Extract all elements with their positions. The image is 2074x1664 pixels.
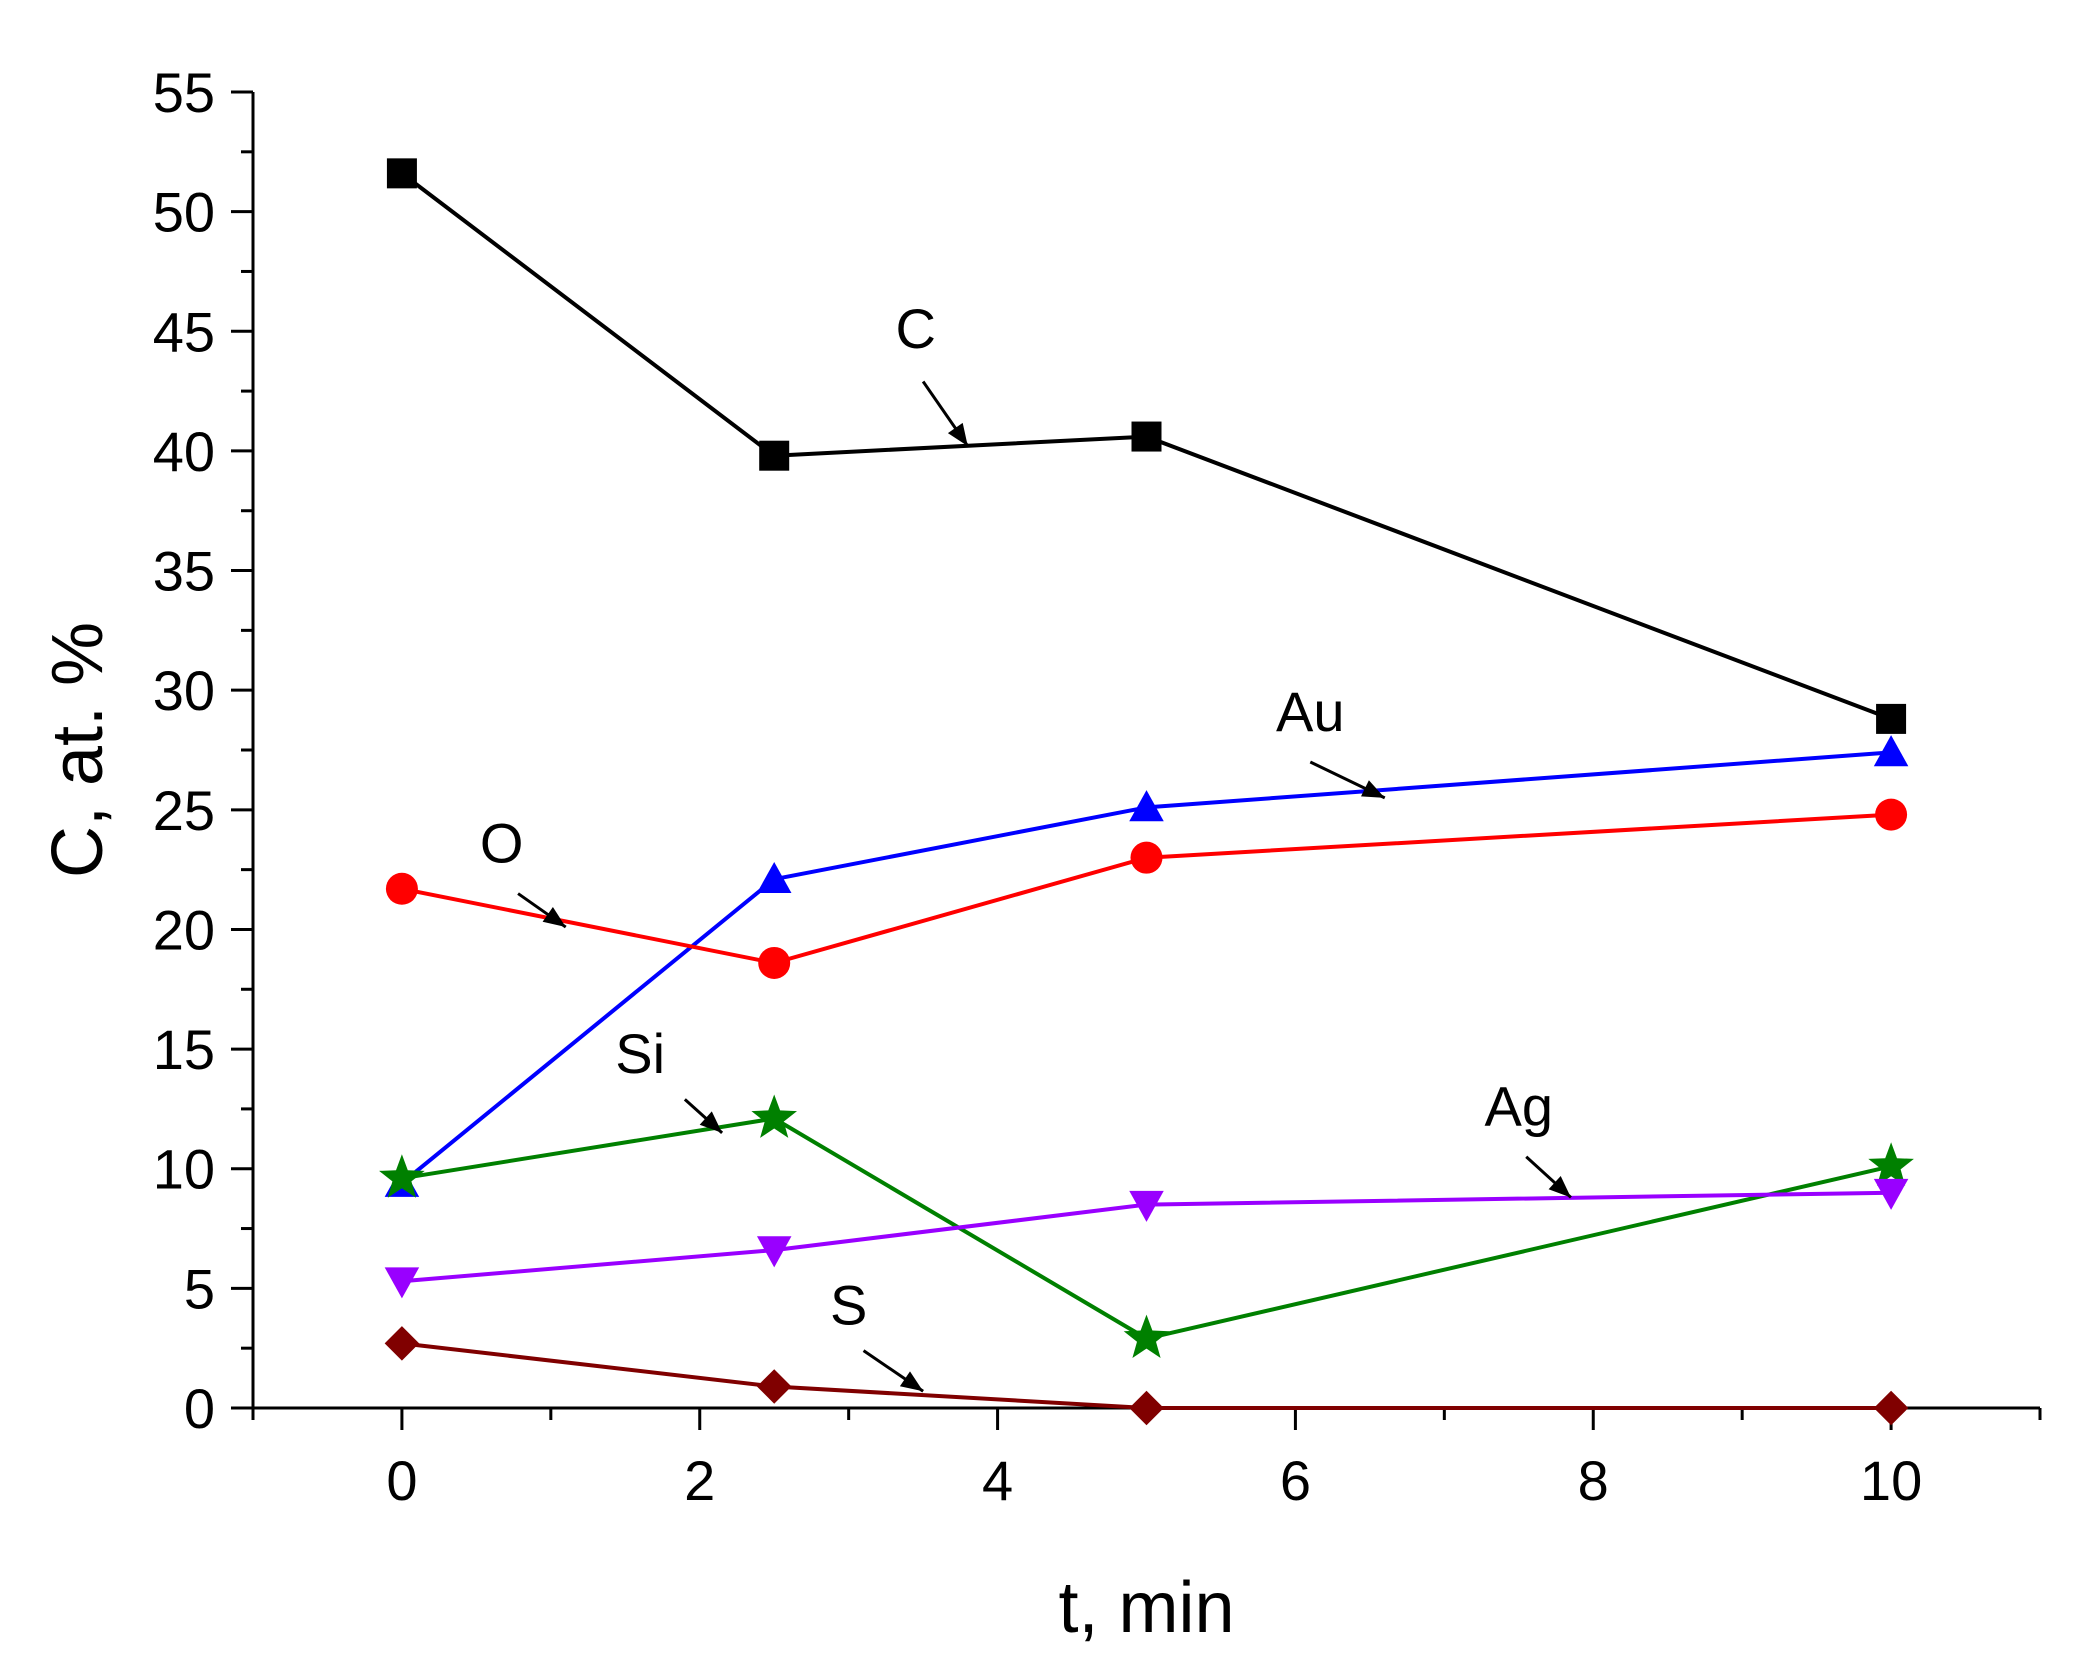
annotation-arrowhead-ag bbox=[1548, 1176, 1571, 1198]
data-point-o bbox=[1130, 841, 1163, 874]
y-tick-label: 15 bbox=[153, 1018, 215, 1081]
data-point-si bbox=[751, 1094, 797, 1138]
y-tick-label: 10 bbox=[153, 1138, 215, 1201]
data-point-s bbox=[1129, 1390, 1164, 1426]
data-point-s bbox=[1873, 1390, 1909, 1426]
data-point-si bbox=[379, 1154, 425, 1198]
series-si bbox=[379, 1094, 1914, 1358]
series-au bbox=[384, 735, 1909, 1197]
series-line-au bbox=[400, 750, 1892, 1185]
series-line-c bbox=[400, 171, 1892, 721]
y-tick-label: 25 bbox=[153, 779, 215, 842]
data-point-ag bbox=[1129, 1190, 1164, 1222]
y-tick-label: 50 bbox=[153, 181, 215, 244]
annotation-label-au: Au bbox=[1276, 680, 1345, 743]
data-point-c bbox=[386, 158, 417, 189]
x-tick-label: 0 bbox=[386, 1449, 417, 1512]
annotation-label-c: C bbox=[895, 297, 935, 360]
data-point-o bbox=[385, 872, 418, 905]
data-point-s bbox=[756, 1369, 792, 1404]
annotation-label-s: S bbox=[830, 1273, 867, 1336]
annotation-arrowhead-au bbox=[1361, 780, 1385, 798]
axes: 0 5 10 15 20 25 30 35 40 45 50 55 0 2 4 6 8 10 bbox=[153, 61, 2042, 1512]
series-o bbox=[385, 798, 1908, 979]
data-point-si bbox=[1868, 1142, 1914, 1186]
data-point-s bbox=[384, 1326, 420, 1361]
series-ag bbox=[384, 1178, 1909, 1299]
data-point-ag bbox=[1873, 1178, 1909, 1210]
series-s bbox=[384, 1326, 1909, 1426]
y-tick-label: 20 bbox=[153, 898, 215, 961]
y-tick-label: 5 bbox=[184, 1257, 215, 1320]
x-axis-title: t, min bbox=[1058, 1568, 1234, 1648]
y-tick-label: 0 bbox=[184, 1377, 215, 1440]
series-line-o bbox=[401, 812, 1892, 965]
series-c bbox=[386, 158, 1907, 734]
x-tick-label: 8 bbox=[1578, 1449, 1609, 1512]
data-point-ag bbox=[756, 1236, 792, 1268]
series-group bbox=[379, 158, 1914, 1426]
data-point-o bbox=[758, 946, 791, 979]
data-point-ag bbox=[384, 1267, 420, 1299]
y-axis-title: C, at. % bbox=[38, 622, 118, 878]
annotation-arrowhead-o bbox=[542, 907, 566, 928]
y-tick-label: 55 bbox=[153, 61, 215, 124]
data-point-c bbox=[1876, 703, 1907, 734]
data-point-au bbox=[1873, 735, 1909, 767]
data-point-au bbox=[756, 861, 792, 894]
data-point-si bbox=[1123, 1314, 1170, 1358]
x-tick-label: 4 bbox=[982, 1449, 1013, 1512]
y-tick-label: 35 bbox=[153, 540, 215, 603]
series-line-ag bbox=[401, 1190, 1892, 1284]
annotation-label-o: O bbox=[480, 811, 524, 874]
series-line-s bbox=[401, 1341, 1892, 1410]
data-point-c bbox=[1131, 421, 1162, 452]
x-tick-label: 10 bbox=[1860, 1449, 1922, 1512]
y-tick-label: 30 bbox=[153, 659, 215, 722]
data-point-o bbox=[1875, 798, 1908, 831]
x-tick-label: 2 bbox=[684, 1449, 715, 1512]
annotation-arrowhead-s bbox=[899, 1371, 924, 1392]
annotations: C Au O Si Ag S bbox=[480, 297, 1572, 1393]
data-point-c bbox=[759, 440, 790, 471]
annotation-label-si: Si bbox=[615, 1022, 665, 1085]
annotation-arrowhead-c bbox=[947, 422, 968, 447]
y-tick-label: 40 bbox=[153, 420, 215, 483]
series-line-si bbox=[401, 1116, 1892, 1341]
x-tick-label: 6 bbox=[1280, 1449, 1311, 1512]
annotation-arrowhead-si bbox=[699, 1111, 723, 1133]
data-point-au bbox=[1129, 790, 1164, 822]
y-tick-label: 45 bbox=[153, 300, 215, 363]
annotation-label-ag: Ag bbox=[1485, 1075, 1554, 1138]
